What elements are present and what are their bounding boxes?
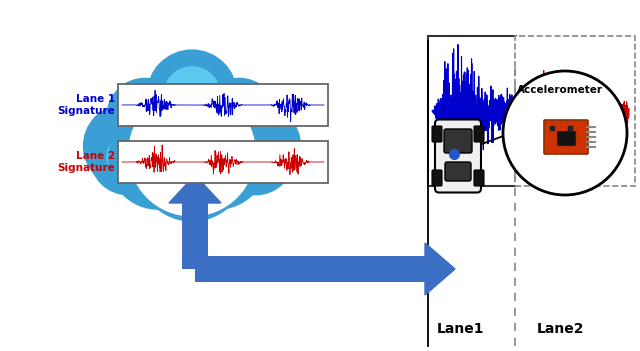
Bar [118,84,328,126]
FancyBboxPatch shape [445,162,471,181]
FancyBboxPatch shape [435,119,481,192]
FancyBboxPatch shape [474,126,484,142]
FancyBboxPatch shape [444,129,472,153]
Circle shape [91,112,159,180]
Circle shape [98,127,159,187]
Circle shape [226,112,293,180]
FancyBboxPatch shape [544,120,588,154]
Circle shape [155,58,229,132]
Text: Lane1: Lane1 [436,322,484,336]
Text: Lane 2
Signature: Lane 2 Signature [57,151,115,173]
Polygon shape [169,175,221,203]
Circle shape [226,127,286,187]
Circle shape [145,119,239,213]
Circle shape [98,127,159,187]
Circle shape [175,118,259,201]
Circle shape [91,112,159,180]
Text: Accelerometer: Accelerometer [517,85,603,95]
Bar [428,36,516,186]
Circle shape [116,118,200,201]
Circle shape [503,71,627,195]
Text: Lane 1
Signature: Lane 1 Signature [57,94,115,116]
Bar [515,36,635,186]
Circle shape [209,86,269,146]
Circle shape [209,86,269,146]
Circle shape [226,127,286,187]
Circle shape [175,118,259,201]
Circle shape [226,112,293,180]
Circle shape [115,86,175,146]
Bar [557,131,575,145]
FancyBboxPatch shape [432,126,442,142]
Circle shape [116,118,200,201]
Circle shape [145,119,239,213]
Bar [195,256,425,282]
Circle shape [115,86,175,146]
Circle shape [155,58,229,132]
FancyBboxPatch shape [432,170,442,186]
Circle shape [122,82,262,223]
Bar [182,203,208,269]
Circle shape [128,89,256,217]
FancyBboxPatch shape [474,170,484,186]
Polygon shape [425,243,455,295]
Text: Lane2: Lane2 [536,322,584,336]
Bar [118,141,328,183]
